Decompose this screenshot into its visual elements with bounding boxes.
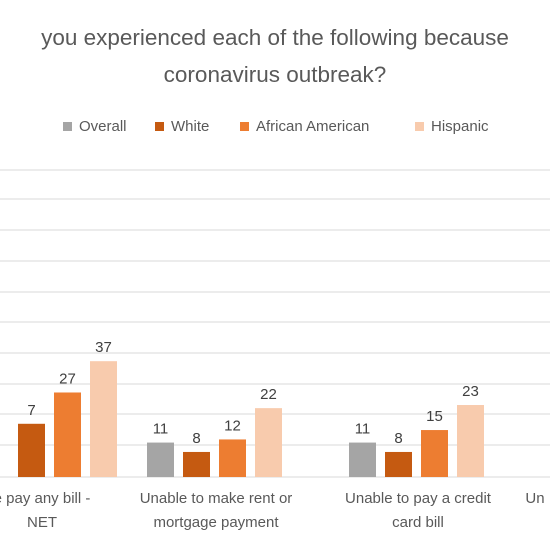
legend-label-african-american: African American bbox=[256, 117, 370, 135]
data-label-cat1-white: 7 bbox=[27, 402, 35, 419]
legend-label-overall: Overall bbox=[79, 117, 127, 135]
legend-item-white: White bbox=[155, 116, 209, 136]
category-label-3: Unable to pay a credit card bill bbox=[313, 487, 523, 535]
bar-cat3-overall bbox=[349, 442, 376, 477]
bar-cat2-overall bbox=[147, 442, 174, 477]
chart-legend: Overall White African American Hispanic bbox=[0, 116, 550, 136]
category-label-3-line-2: card bill bbox=[392, 514, 444, 531]
data-label-cat3-hispanic: 23 bbox=[462, 383, 479, 400]
chart-title-line-2: coronavirus outbreak? bbox=[163, 62, 387, 87]
legend-swatch-african-american bbox=[240, 121, 249, 131]
data-label-cat2-hispanic: 22 bbox=[260, 386, 277, 403]
category-label-1: e pay any bill - NET bbox=[0, 487, 147, 535]
data-label-cat3-overall: 11 bbox=[355, 421, 371, 438]
legend-swatch-hispanic bbox=[415, 121, 424, 131]
bar-cat2-hispanic bbox=[255, 408, 282, 477]
bar-cat1-hispanic bbox=[90, 361, 117, 477]
legend-swatch-overall bbox=[63, 121, 72, 131]
legend-item-overall: Overall bbox=[63, 116, 127, 136]
data-label-cat2-white: 8 bbox=[192, 430, 200, 447]
legend-swatch-white bbox=[155, 121, 164, 131]
category-label-2-line-2: mortgage payment bbox=[153, 514, 279, 531]
bar-cat2-african-american bbox=[219, 439, 246, 477]
data-label-cat1-african-american: 27 bbox=[59, 370, 76, 387]
data-label-cat1-hispanic: 37 bbox=[95, 339, 112, 356]
data-label-cat3-african-american: 15 bbox=[426, 408, 443, 425]
category-label-2-line-1: Unable to make rent or bbox=[139, 490, 293, 507]
bar-cat3-hispanic bbox=[457, 405, 484, 477]
bar-cat1-african-american bbox=[54, 392, 81, 477]
chart-title-line-1: you experienced each of the following be… bbox=[41, 25, 509, 50]
category-label-3-line-1: Unable to pay a credit bbox=[345, 490, 491, 507]
bar-cat3-white bbox=[385, 451, 412, 477]
legend-item-african-american: African American bbox=[240, 116, 369, 136]
category-label-4: Un bbox=[430, 487, 550, 511]
bar-cat1-white bbox=[18, 423, 45, 477]
bar-cat2-white bbox=[183, 451, 210, 477]
data-label-cat3-white: 8 bbox=[394, 430, 402, 447]
category-label-1-line-1: e pay any bill - bbox=[0, 490, 91, 507]
category-label-4-line-1: Un bbox=[525, 490, 545, 507]
legend-item-hispanic: Hispanic bbox=[415, 116, 489, 136]
category-label-2: Unable to make rent or mortgage payment bbox=[111, 487, 321, 535]
legend-label-hispanic: Hispanic bbox=[431, 117, 489, 135]
category-label-1-line-2: NET bbox=[27, 514, 57, 531]
bar-cat3-african-american bbox=[421, 430, 448, 477]
legend-label-white: White bbox=[171, 117, 210, 135]
data-label-cat2-overall: 11 bbox=[153, 421, 169, 438]
data-label-cat2-african-american: 12 bbox=[224, 417, 241, 434]
